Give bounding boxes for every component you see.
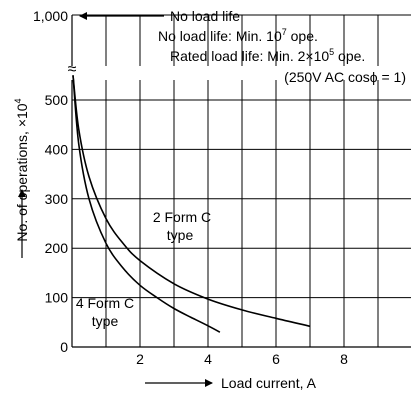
y-tick-label-500: 500	[45, 92, 69, 108]
x-tick-labels: 2 4 6 8	[136, 351, 348, 367]
axes	[71, 15, 411, 348]
y-tick-labels: 0 100 200 300 400 500	[45, 92, 69, 355]
y-tick-label-top: 1,000	[33, 8, 68, 24]
y-tick-label-300: 300	[45, 191, 69, 207]
grid	[72, 14, 411, 347]
series-curve-4-form-c	[72, 75, 221, 333]
no-load-life-spec: No load life: Min. 107 ope.	[158, 27, 318, 44]
x-axis-title: Load current, A	[221, 375, 317, 391]
x-tick-label-6: 6	[272, 351, 280, 367]
y-axis-title: No. of operations, ×104	[13, 98, 30, 241]
x-tick-label-8: 8	[340, 351, 348, 367]
y-tick-label-0: 0	[60, 339, 68, 355]
series-label-4formc-line1: 4 Form C	[76, 295, 134, 311]
y-axis-title-group: No. of operations, ×104	[13, 98, 30, 258]
y-tick-label-200: 200	[45, 240, 69, 256]
series-curve-2-form-c	[72, 75, 311, 328]
y-tick-label-100: 100	[45, 290, 69, 306]
rated-load-life-spec: Rated load life: Min. 2×105 ope.	[170, 47, 365, 64]
test-condition: (250V AC cosϕ = 1)	[284, 69, 406, 85]
series-label-2formc-line2: type	[167, 227, 194, 243]
series-label-2formc-line1: 2 Form C	[153, 209, 211, 225]
y-tick-label-400: 400	[45, 141, 69, 157]
no-load-life-arrow-label: No load life	[170, 8, 240, 24]
x-tick-label-2: 2	[136, 351, 144, 367]
series-curves	[72, 75, 311, 333]
axis-break-symbol: ≈	[68, 61, 77, 78]
x-tick-label-4: 4	[204, 351, 212, 367]
series-label-4formc-line2: type	[92, 313, 119, 329]
